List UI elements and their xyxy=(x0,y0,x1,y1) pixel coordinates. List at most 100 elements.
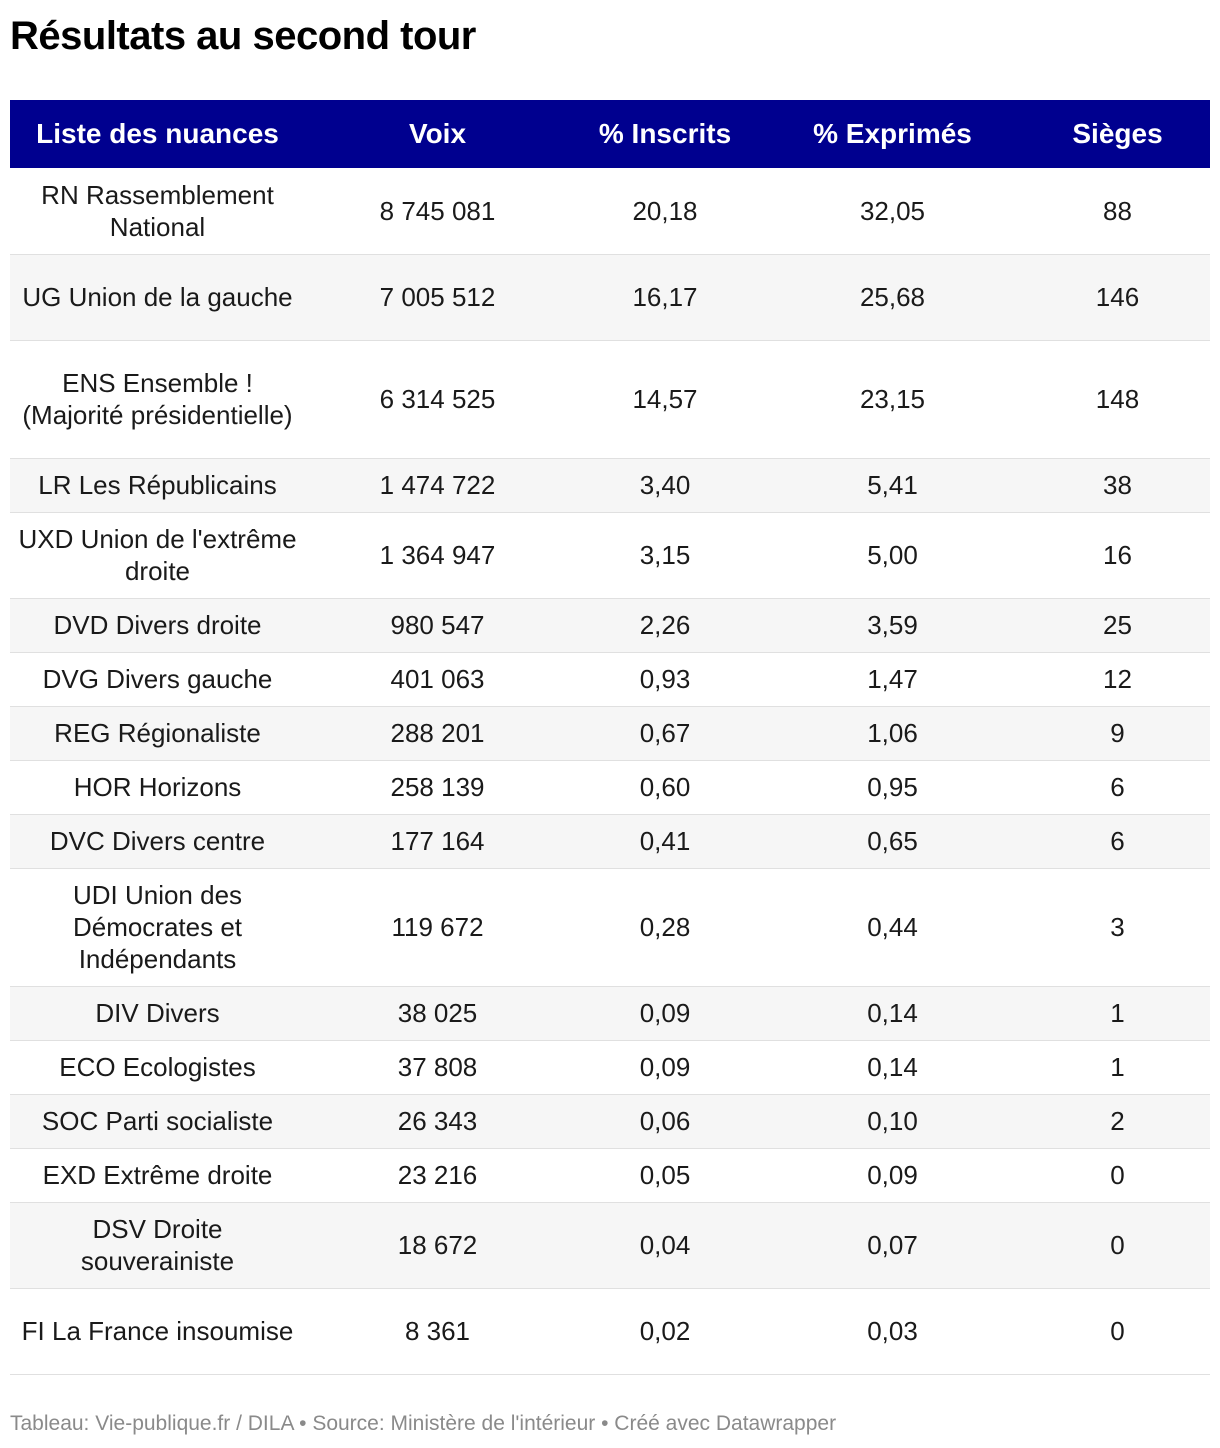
table-header: Liste des nuances Voix% Inscrits% Exprimé… xyxy=(10,100,1210,168)
cell-inscrits: 2,26 xyxy=(570,598,760,653)
cell-voix: 258 139 xyxy=(305,760,570,815)
cell-voix: 37 808 xyxy=(305,1040,570,1095)
cell-nuance: ECO Ecologistes xyxy=(10,1040,305,1095)
cell-sieges: 148 xyxy=(1025,340,1210,459)
results-table: Liste des nuances Voix% Inscrits% Exprimé… xyxy=(10,100,1210,1375)
table-row: DVC Divers centre 177 164 0,41 0,65 6 xyxy=(10,814,1210,869)
cell-nuance: ENS Ensemble ! (Majorité présidentielle) xyxy=(10,340,305,459)
cell-exprimes: 0,14 xyxy=(760,1040,1025,1095)
cell-nuance: UDI Union des Démocrates et Indépendants xyxy=(10,868,305,987)
cell-inscrits: 20,18 xyxy=(570,168,760,255)
column-header-sieges: Sièges xyxy=(1025,100,1210,168)
cell-inscrits: 0,09 xyxy=(570,986,760,1041)
cell-exprimes: 0,09 xyxy=(760,1148,1025,1203)
table-row: FI La France insoumise 8 361 0,02 0,03 0 xyxy=(10,1288,1210,1375)
cell-inscrits: 0,60 xyxy=(570,760,760,815)
cell-inscrits: 3,40 xyxy=(570,458,760,513)
cell-nuance: REG Régionaliste xyxy=(10,706,305,761)
cell-voix: 7 005 512 xyxy=(305,254,570,341)
cell-sieges: 6 xyxy=(1025,814,1210,869)
cell-sieges: 16 xyxy=(1025,512,1210,599)
cell-exprimes: 0,07 xyxy=(760,1202,1025,1289)
source-footer: Tableau: Vie-publique.fr / DILA • Source… xyxy=(10,1412,837,1435)
column-header-inscrits: % Inscrits xyxy=(570,100,760,168)
cell-voix: 177 164 xyxy=(305,814,570,869)
column-header-voix: Voix xyxy=(305,100,570,168)
cell-voix: 8 361 xyxy=(305,1288,570,1375)
cell-inscrits: 14,57 xyxy=(570,340,760,459)
cell-sieges: 88 xyxy=(1025,168,1210,255)
cell-sieges: 0 xyxy=(1025,1148,1210,1203)
cell-inscrits: 0,41 xyxy=(570,814,760,869)
cell-nuance: DVD Divers droite xyxy=(10,598,305,653)
table-body: RN Rassemblement National 8 745 081 20,18 3… xyxy=(10,168,1210,1375)
cell-nuance: UXD Union de l'extrême droite xyxy=(10,512,305,599)
cell-voix: 26 343 xyxy=(305,1094,570,1149)
cell-inscrits: 0,67 xyxy=(570,706,760,761)
cell-inscrits: 0,93 xyxy=(570,652,760,707)
cell-sieges: 146 xyxy=(1025,254,1210,341)
cell-voix: 1 364 947 xyxy=(305,512,570,599)
cell-nuance: LR Les Républicains xyxy=(10,458,305,513)
cell-voix: 1 474 722 xyxy=(305,458,570,513)
cell-voix: 401 063 xyxy=(305,652,570,707)
cell-nuance: FI La France insoumise xyxy=(10,1288,305,1375)
cell-sieges: 25 xyxy=(1025,598,1210,653)
cell-exprimes: 0,65 xyxy=(760,814,1025,869)
cell-nuance: UG Union de la gauche xyxy=(10,254,305,341)
cell-voix: 18 672 xyxy=(305,1202,570,1289)
cell-nuance: DIV Divers xyxy=(10,986,305,1041)
cell-nuance: RN Rassemblement National xyxy=(10,168,305,255)
cell-nuance: DVG Divers gauche xyxy=(10,652,305,707)
table-row: DSV Droite souverainiste 18 672 0,04 0,07 0 xyxy=(10,1202,1210,1289)
cell-exprimes: 1,47 xyxy=(760,652,1025,707)
table-row: DVG Divers gauche 401 063 0,93 1,47 12 xyxy=(10,652,1210,707)
cell-inscrits: 0,28 xyxy=(570,868,760,987)
cell-nuance: SOC Parti socialiste xyxy=(10,1094,305,1149)
table-row: UDI Union des Démocrates et Indépendants… xyxy=(10,868,1210,987)
table-row: UXD Union de l'extrême droite 1 364 947 3,… xyxy=(10,512,1210,599)
cell-exprimes: 25,68 xyxy=(760,254,1025,341)
cell-inscrits: 16,17 xyxy=(570,254,760,341)
table-row: REG Régionaliste 288 201 0,67 1,06 9 xyxy=(10,706,1210,761)
header-row: Liste des nuances Voix% Inscrits% Exprimé… xyxy=(10,100,1210,168)
cell-sieges: 38 xyxy=(1025,458,1210,513)
cell-exprimes: 23,15 xyxy=(760,340,1025,459)
table-row: EXD Extrême droite 23 216 0,05 0,09 0 xyxy=(10,1148,1210,1203)
table-row: SOC Parti socialiste 26 343 0,06 0,10 2 xyxy=(10,1094,1210,1149)
cell-nuance: HOR Horizons xyxy=(10,760,305,815)
table-row: UG Union de la gauche 7 005 512 16,17 25,68… xyxy=(10,254,1210,341)
cell-voix: 980 547 xyxy=(305,598,570,653)
cell-inscrits: 3,15 xyxy=(570,512,760,599)
cell-sieges: 12 xyxy=(1025,652,1210,707)
cell-nuance: DVC Divers centre xyxy=(10,814,305,869)
cell-inscrits: 0,09 xyxy=(570,1040,760,1095)
cell-sieges: 6 xyxy=(1025,760,1210,815)
table-row: HOR Horizons 258 139 0,60 0,95 6 xyxy=(10,760,1210,815)
table-row: RN Rassemblement National 8 745 081 20,18 3… xyxy=(10,168,1210,255)
cell-exprimes: 5,00 xyxy=(760,512,1025,599)
cell-sieges: 1 xyxy=(1025,1040,1210,1095)
cell-voix: 6 314 525 xyxy=(305,340,570,459)
cell-sieges: 3 xyxy=(1025,868,1210,987)
column-header-nuance: Liste des nuances xyxy=(10,100,305,168)
cell-inscrits: 0,02 xyxy=(570,1288,760,1375)
cell-nuance: DSV Droite souverainiste xyxy=(10,1202,305,1289)
table-row: LR Les Républicains 1 474 722 3,40 5,41 38 xyxy=(10,458,1210,513)
cell-nuance: EXD Extrême droite xyxy=(10,1148,305,1203)
cell-exprimes: 0,10 xyxy=(760,1094,1025,1149)
cell-exprimes: 0,03 xyxy=(760,1288,1025,1375)
cell-sieges: 0 xyxy=(1025,1288,1210,1375)
table-row: DIV Divers 38 025 0,09 0,14 1 xyxy=(10,986,1210,1041)
cell-voix: 119 672 xyxy=(305,868,570,987)
cell-inscrits: 0,06 xyxy=(570,1094,760,1149)
cell-exprimes: 0,44 xyxy=(760,868,1025,987)
table-row: DVD Divers droite 980 547 2,26 3,59 25 xyxy=(10,598,1210,653)
cell-voix: 38 025 xyxy=(305,986,570,1041)
cell-exprimes: 0,14 xyxy=(760,986,1025,1041)
cell-sieges: 2 xyxy=(1025,1094,1210,1149)
cell-exprimes: 32,05 xyxy=(760,168,1025,255)
cell-inscrits: 0,05 xyxy=(570,1148,760,1203)
table-row: ENS Ensemble ! (Majorité présidentielle)… xyxy=(10,340,1210,459)
table-row: ECO Ecologistes 37 808 0,09 0,14 1 xyxy=(10,1040,1210,1095)
